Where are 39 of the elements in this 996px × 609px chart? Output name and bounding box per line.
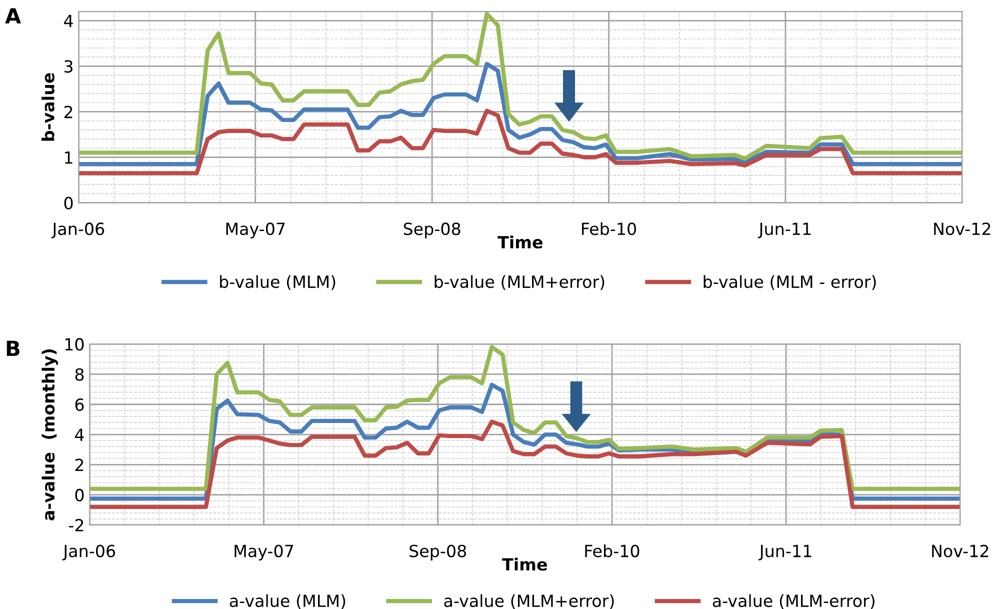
x-tick-label: Jun-11 <box>758 222 811 238</box>
y-tick-label: 10 <box>65 338 84 351</box>
y-tick-label: 4 <box>74 428 84 441</box>
line-series <box>90 420 960 509</box>
x-tick-label: May-07 <box>234 544 294 561</box>
text: B <box>6 340 20 356</box>
y-axis-title: a-value (monthly) <box>42 349 58 520</box>
x-axis-title: Time <box>502 558 547 571</box>
x-tick-label: Feb-10 <box>582 222 636 236</box>
x-tick-label: May-07 <box>226 222 285 238</box>
legend-label: a-value (MLM-error) <box>712 594 874 609</box>
x-tick-label: Nov-12 <box>932 544 988 558</box>
line-series <box>78 62 962 166</box>
line-series <box>78 108 962 176</box>
y-tick-label: 1 <box>65 151 72 164</box>
y-tick-label: 0 <box>75 488 84 502</box>
y-axis-title: b-value <box>42 73 54 141</box>
y-tick-label: 6 <box>75 398 84 411</box>
x-tick-label: Jan-06 <box>62 544 116 560</box>
legend-label: b-value (MLM - error) <box>704 275 876 290</box>
x-tick-label: Sep-08 <box>404 222 460 238</box>
y-tick-label: 2 <box>64 106 72 118</box>
x-tick-label: Nov-12 <box>934 222 990 236</box>
y-tick-label: 2 <box>75 458 84 471</box>
y-tick-label: 3 <box>64 60 72 73</box>
legend-label: a-value (MLM) <box>230 594 346 609</box>
legend-label: b-value (MLM) <box>220 275 336 290</box>
text: A <box>5 8 21 24</box>
x-axis-title: Time <box>498 236 542 248</box>
y-tick-label: 4 <box>64 14 73 28</box>
y-tick-label: 0 <box>64 196 73 210</box>
x-tick-label: Jan-06 <box>51 222 104 238</box>
y-tick-label: -2 <box>68 518 84 532</box>
x-tick-label: Jun-11 <box>758 544 812 560</box>
x-tick-label: Sep-08 <box>410 544 466 561</box>
y-tick-label: 8 <box>75 368 84 381</box>
legend-label: b-value (MLM+error) <box>434 275 604 290</box>
legend-label: a-value (MLM+error) <box>444 594 614 609</box>
x-tick-label: Feb-10 <box>585 544 640 558</box>
